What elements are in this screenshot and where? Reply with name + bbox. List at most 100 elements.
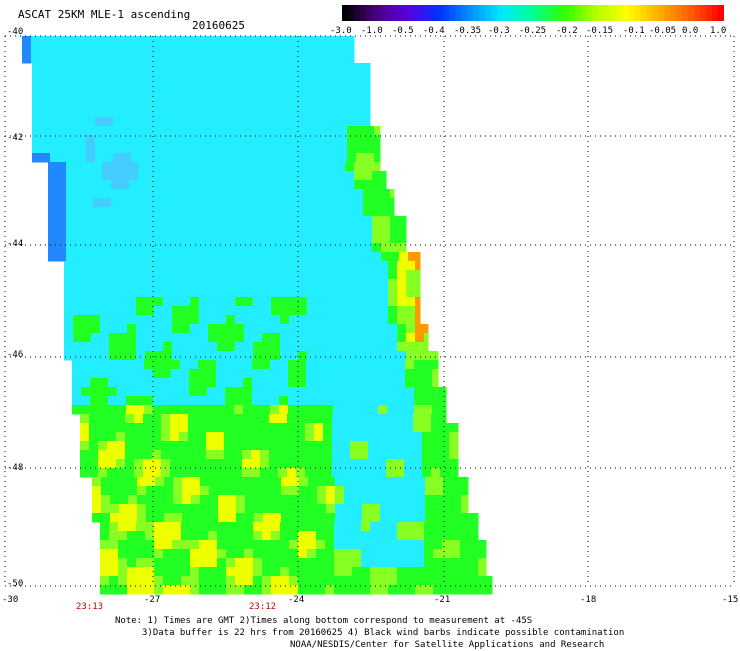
swath-cell: [198, 387, 208, 397]
swath-cell: [316, 558, 326, 568]
swath-cell: [284, 153, 294, 163]
swath-cell: [342, 396, 352, 406]
swath-cell: [406, 315, 416, 325]
swath-cell: [278, 423, 288, 433]
swath-cell: [41, 153, 51, 163]
swath-cell: [341, 414, 351, 424]
swath-cell: [217, 342, 227, 352]
swath-cell: [425, 513, 435, 523]
swath-cell: [342, 369, 352, 379]
swath-cell: [281, 513, 291, 523]
swath-cell: [442, 540, 452, 550]
swath-cell: [91, 288, 101, 298]
swath-cell: [149, 135, 159, 145]
swath-cell: [110, 504, 120, 514]
swath-cell: [362, 504, 372, 514]
swath-cell: [289, 324, 299, 334]
swath-cell: [226, 306, 236, 316]
swath-cell: [224, 432, 234, 442]
colorbar-segment: [610, 5, 618, 21]
swath-cell: [369, 360, 379, 370]
swath-cell: [184, 36, 194, 46]
swath-cell: [198, 405, 208, 415]
swath-cell: [442, 585, 452, 595]
swath-cell: [443, 495, 453, 505]
swath-cell: [67, 45, 77, 55]
swath-cell: [281, 486, 291, 496]
swath-cell: [414, 369, 424, 379]
swath-cell: [334, 351, 344, 361]
swath-cell: [50, 135, 60, 145]
swath-cell: [122, 63, 132, 73]
swath-cell: [405, 360, 415, 370]
swath-cell: [368, 450, 378, 460]
swath-cell: [191, 477, 201, 487]
swath-cell: [307, 342, 317, 352]
swath-cell: [226, 261, 236, 271]
swath-cell: [452, 504, 462, 514]
swath-cell: [140, 99, 150, 109]
swath-cell: [183, 252, 193, 262]
swath-cell: [127, 522, 137, 532]
swath-cell: [192, 189, 202, 199]
swath-cell: [243, 405, 253, 415]
swath-cell: [336, 198, 346, 208]
swath-cell: [356, 72, 366, 82]
swath-cell: [239, 108, 249, 118]
swath-cell: [75, 252, 85, 262]
swath-cell: [302, 144, 312, 154]
swath-cell: [415, 522, 425, 532]
swath-cell: [145, 279, 155, 289]
swath-cell: [344, 504, 354, 514]
swath-cell: [324, 378, 334, 388]
swath-cell: [370, 558, 380, 568]
swath-cell: [282, 207, 292, 217]
swath-cell: [193, 45, 203, 55]
swath-cell: [143, 468, 153, 478]
colorbar-segment: [604, 5, 612, 21]
swath-cell: [173, 495, 183, 505]
swath-cell: [225, 360, 235, 370]
swath-cell: [307, 585, 317, 595]
swath-cell: [252, 369, 262, 379]
swath-cell: [318, 243, 328, 253]
swath-cell: [371, 477, 381, 487]
swath-cell: [216, 369, 226, 379]
swath-cell: [434, 486, 444, 496]
swath-cell: [136, 324, 146, 334]
swath-cell: [397, 333, 407, 343]
swath-cell: [153, 360, 163, 370]
swath-cell: [271, 306, 281, 316]
swath-cell: [174, 198, 184, 208]
swath-cell: [248, 108, 258, 118]
swath-cell: [344, 477, 354, 487]
swath-cell: [397, 351, 407, 361]
swath-cell: [156, 207, 166, 217]
swath-cell: [289, 567, 299, 577]
swath-cell: [154, 270, 164, 280]
swath-cell: [90, 387, 100, 397]
swath-cell: [251, 414, 261, 424]
swath-cell: [163, 306, 173, 316]
swath-cell: [263, 477, 273, 487]
swath-cell: [257, 153, 267, 163]
swath-cell: [318, 207, 328, 217]
swath-cell: [386, 432, 396, 442]
swath-cell: [102, 243, 112, 253]
swath-cell: [185, 135, 195, 145]
swath-cell: [442, 558, 452, 568]
swath-cell: [180, 405, 190, 415]
swath-cell: [283, 45, 293, 55]
swath-cell: [273, 243, 283, 253]
swath-cell: [261, 405, 271, 415]
swath-cell: [246, 216, 256, 226]
swath-cell: [216, 396, 226, 406]
swath-cell: [50, 108, 60, 118]
swath-cell: [452, 513, 462, 523]
swath-cell: [342, 360, 352, 370]
swath-cell: [379, 342, 389, 352]
swath-cell: [275, 117, 285, 127]
swath-cell: [208, 522, 218, 532]
swath-cell: [81, 387, 91, 397]
swath-cell: [343, 342, 353, 352]
